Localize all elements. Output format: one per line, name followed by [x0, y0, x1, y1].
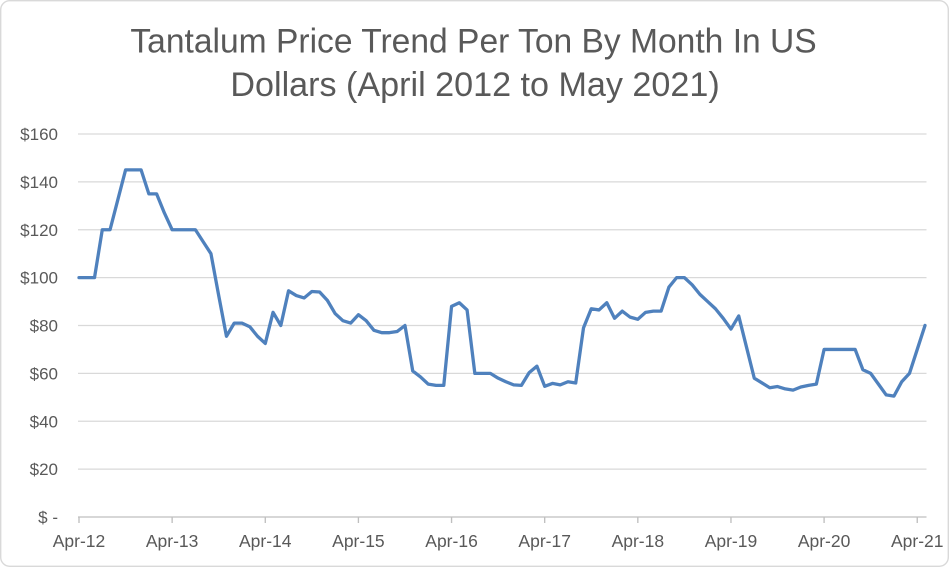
- svg-text:Apr-14: Apr-14: [239, 531, 292, 551]
- svg-text:Apr-20: Apr-20: [798, 531, 851, 551]
- svg-text:Apr-12: Apr-12: [53, 531, 106, 551]
- svg-text:Apr-21: Apr-21: [891, 531, 944, 551]
- svg-text:$120: $120: [20, 221, 58, 240]
- svg-text:$100: $100: [20, 269, 58, 288]
- svg-text:$ -: $ -: [38, 508, 58, 527]
- svg-text:Apr-17: Apr-17: [518, 531, 571, 551]
- svg-text:$80: $80: [30, 317, 58, 336]
- svg-text:Apr-13: Apr-13: [146, 531, 199, 551]
- svg-text:$20: $20: [30, 460, 58, 479]
- svg-text:$140: $140: [20, 173, 58, 192]
- svg-text:Tantalum Price Trend Per Ton B: Tantalum Price Trend Per Ton By Month In…: [130, 23, 816, 61]
- svg-text:$60: $60: [30, 364, 58, 383]
- svg-text:Apr-16: Apr-16: [425, 531, 478, 551]
- svg-text:Apr-15: Apr-15: [332, 531, 385, 551]
- svg-text:Dollars (April 2012 to May 202: Dollars (April 2012 to May 2021): [230, 66, 719, 104]
- svg-text:$160: $160: [20, 125, 58, 144]
- svg-text:Apr-18: Apr-18: [612, 531, 665, 551]
- svg-text:$40: $40: [30, 412, 58, 431]
- svg-text:Apr-19: Apr-19: [705, 531, 758, 551]
